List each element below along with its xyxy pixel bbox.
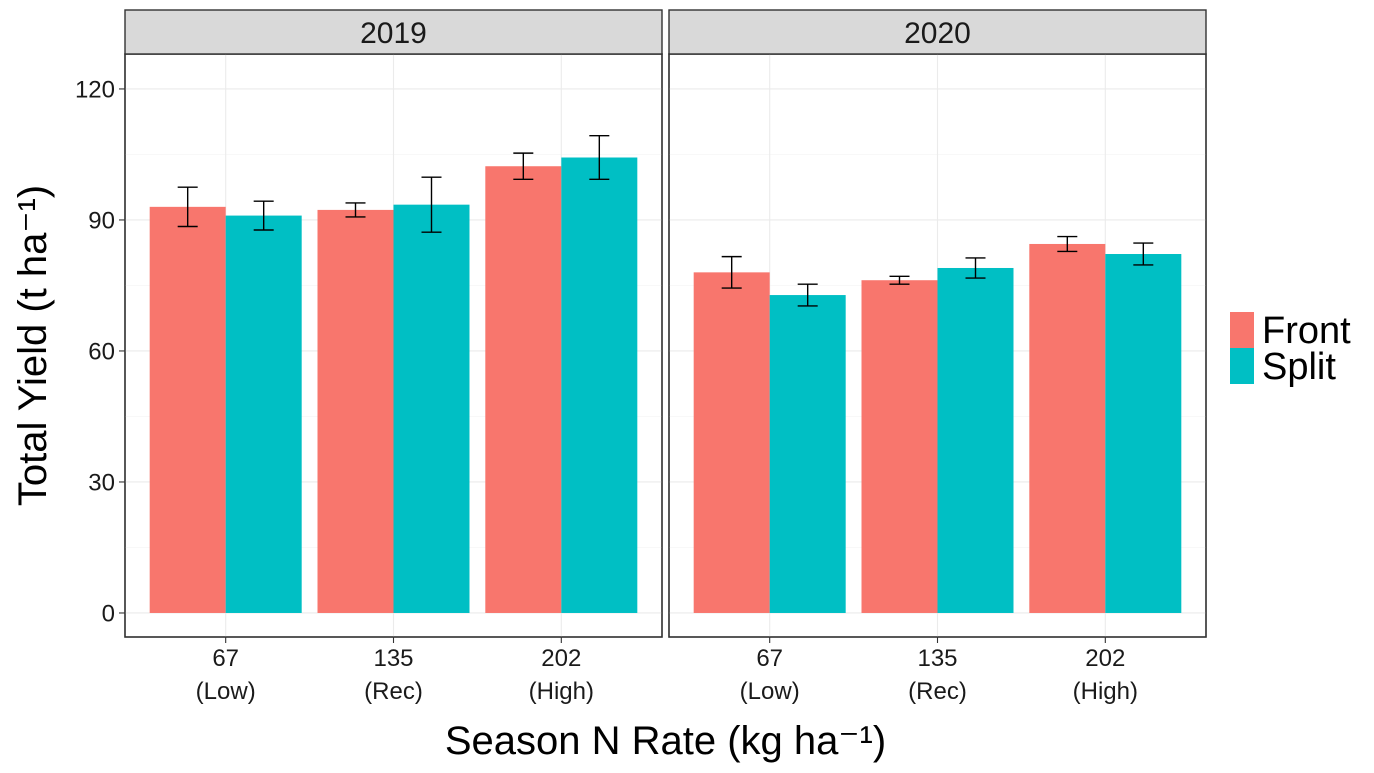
error-bar-split-2020-135 — [965, 257, 986, 279]
error-bar-split-2020-67 — [797, 283, 818, 307]
bar-front-2020-67 — [693, 272, 770, 613]
bar-front-2020-202 — [1029, 243, 1106, 613]
bar-split-2019-202 — [561, 157, 638, 613]
bar-front-2019-135 — [317, 209, 394, 613]
error-bar-front-2019-67 — [177, 186, 198, 228]
legend-label-front: Front — [1262, 310, 1351, 352]
x-tick-label-level: (High) — [1073, 678, 1138, 705]
error-bar-split-2019-202 — [589, 134, 610, 181]
bar-split-2019-135 — [393, 204, 470, 613]
y-tick-label: 120 — [75, 76, 115, 103]
x-tick-label-value: 202 — [541, 645, 581, 672]
facet-label: 2019 — [360, 17, 427, 50]
x-tick-label-value: 67 — [756, 645, 783, 672]
bar-front-2019-67 — [149, 206, 226, 613]
error-bar-front-2019-202 — [513, 152, 534, 181]
y-tick-label: 60 — [88, 338, 115, 365]
bar-split-2020-202 — [1105, 254, 1182, 613]
x-tick-label-level: (Low) — [740, 678, 800, 705]
legend-key-split — [1230, 348, 1254, 384]
y-tick-label: 30 — [88, 469, 115, 496]
error-bar-split-2019-135 — [421, 176, 442, 233]
x-axis-title: Season N Rate (kg ha⁻¹) — [445, 719, 886, 763]
error-bar-front-2020-67 — [721, 255, 742, 289]
facet-label: 2020 — [904, 17, 971, 50]
y-axis-title: Total Yield (t ha⁻¹) — [11, 185, 55, 506]
x-tick-label-level: (Rec) — [908, 678, 967, 705]
bar-split-2020-67 — [769, 295, 846, 613]
x-tick-label-level: (High) — [529, 678, 594, 705]
y-tick-label: 0 — [102, 600, 115, 627]
y-tick-label: 90 — [88, 207, 115, 234]
error-bar-front-2019-135 — [345, 202, 366, 218]
facet-strip-2020 — [668, 9, 1207, 55]
x-tick-label-value: 135 — [373, 645, 413, 672]
bar-front-2019-202 — [485, 166, 562, 613]
bar-split-2019-67 — [225, 215, 302, 613]
bar-front-2020-135 — [861, 280, 938, 613]
x-tick-label-level: (Rec) — [364, 678, 423, 705]
x-tick-label-level: (Low) — [196, 678, 256, 705]
legend-key-front — [1230, 312, 1254, 348]
x-tick-label-value: 67 — [212, 645, 239, 672]
error-bar-split-2019-67 — [253, 200, 274, 231]
error-bar-front-2020-202 — [1057, 235, 1078, 253]
error-bar-split-2020-202 — [1133, 242, 1154, 266]
x-tick-label-value: 135 — [917, 645, 957, 672]
legend-label-split: Split — [1262, 346, 1336, 388]
x-tick-label-value: 202 — [1085, 645, 1125, 672]
error-bar-front-2020-135 — [889, 275, 910, 285]
bar-split-2020-135 — [937, 267, 1014, 613]
facet-strip-2019 — [124, 9, 663, 55]
